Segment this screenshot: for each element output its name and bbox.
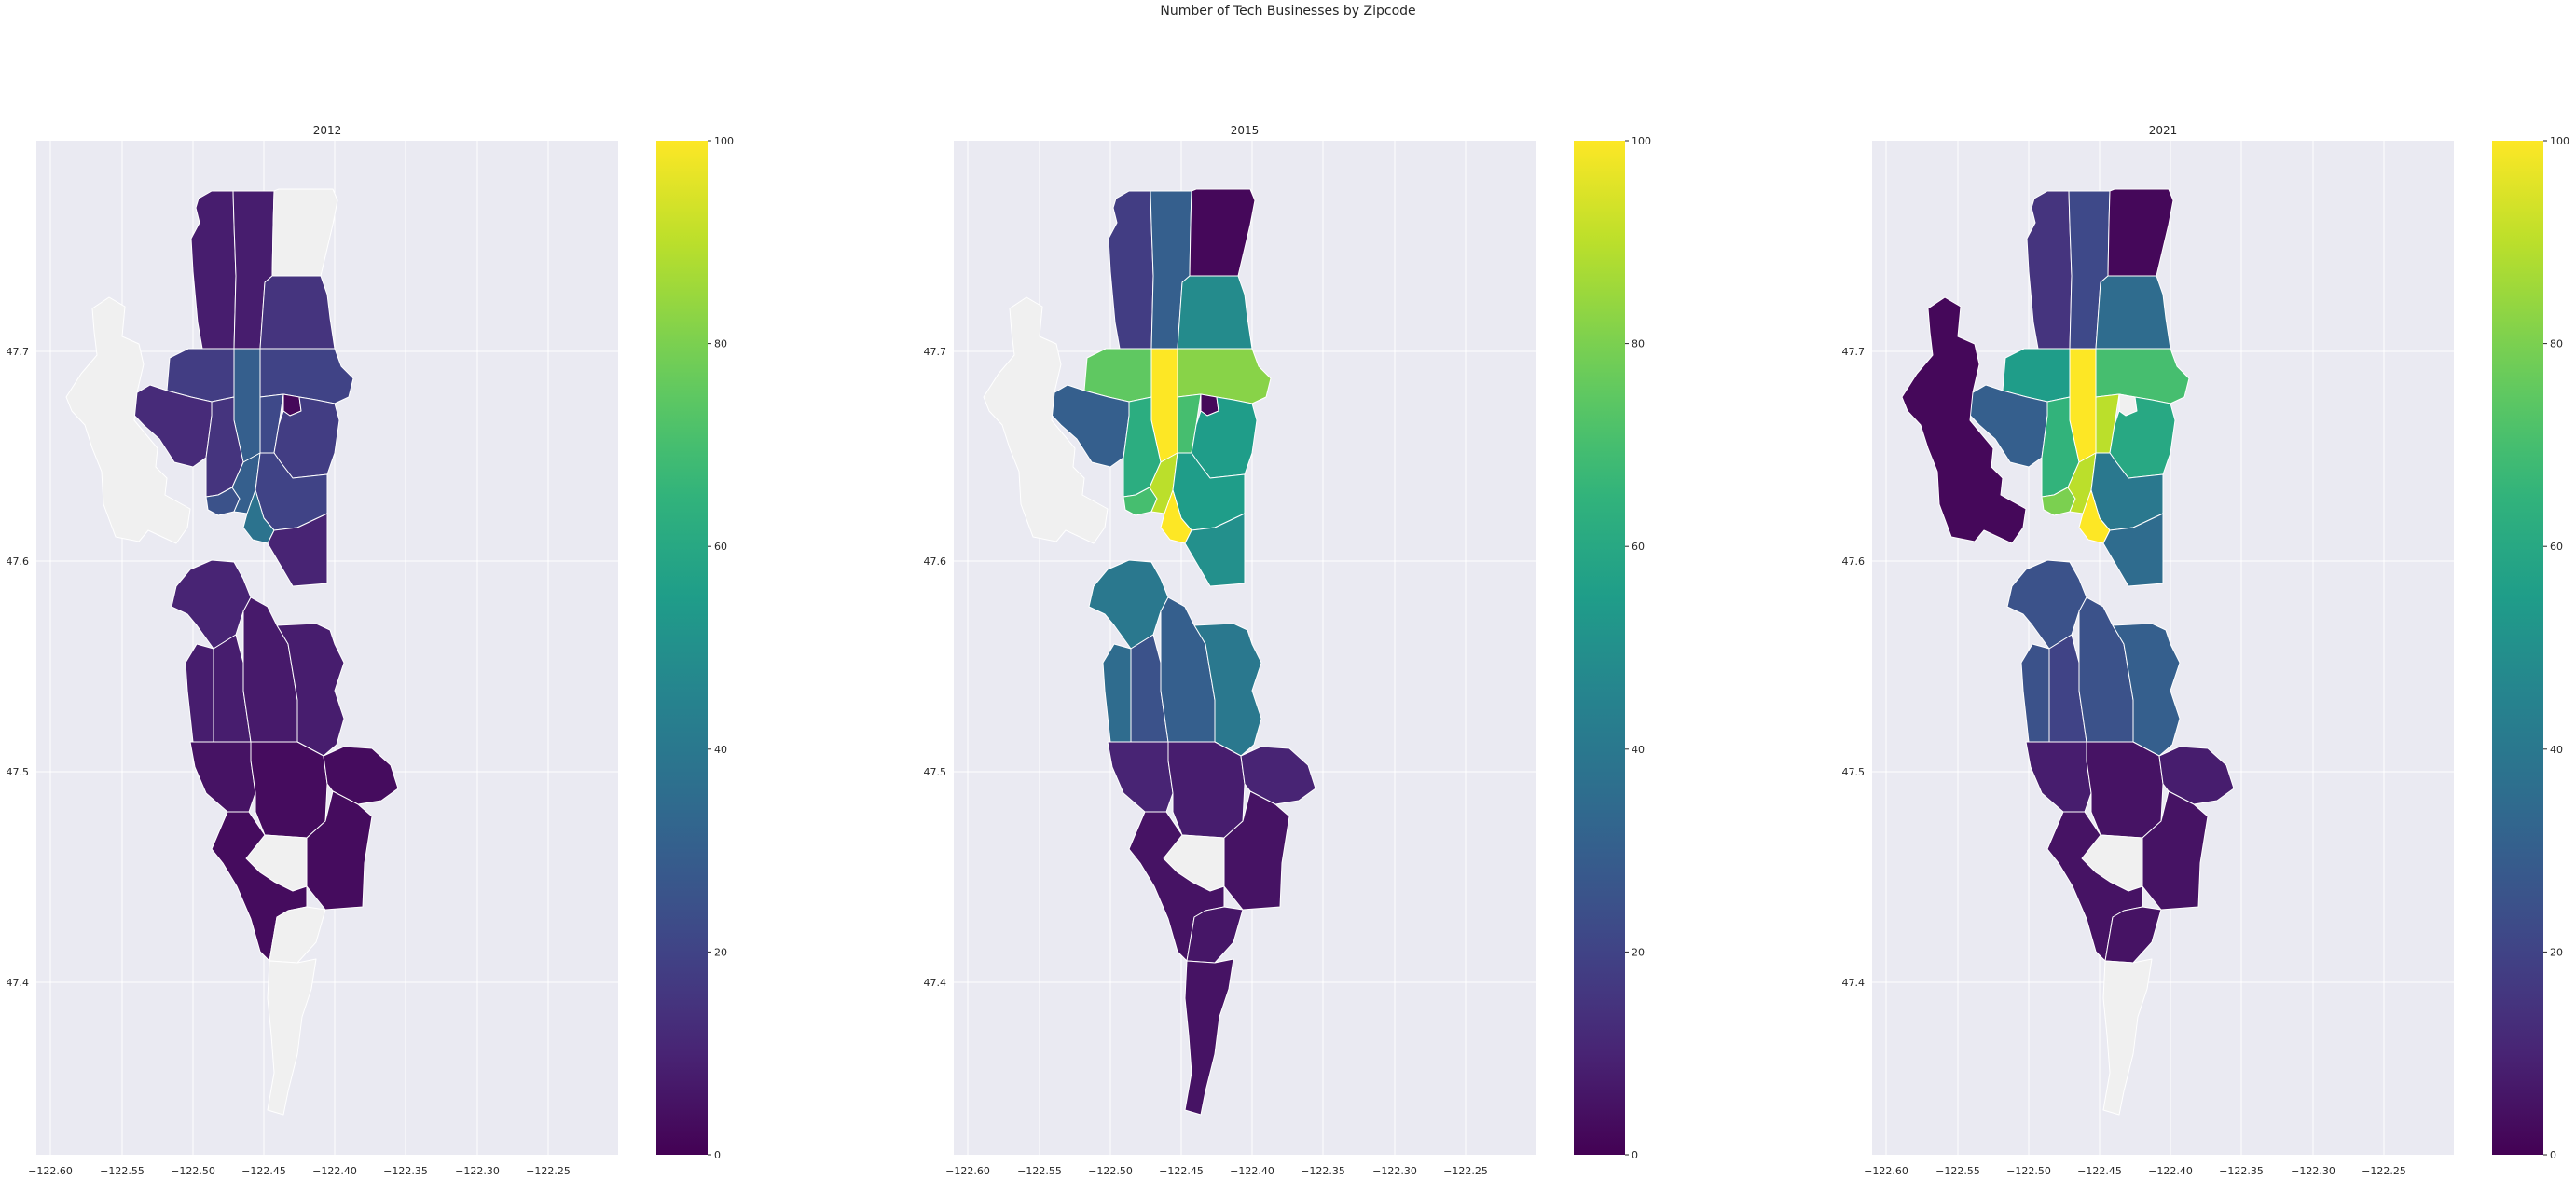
colorbar-tick-label: 20 (2550, 946, 2563, 958)
zipcode-region-ne-upper (1177, 275, 1253, 350)
colorbar-tick-label: 80 (714, 338, 727, 350)
x-tick-label: −122.55 (100, 1165, 145, 1177)
x-tick-label: −122.60 (1864, 1165, 1908, 1177)
x-tick-label: −122.30 (1372, 1165, 1417, 1177)
colorbar-tick-label: 40 (1632, 744, 1645, 756)
x-tick-label: −122.35 (2219, 1165, 2264, 1177)
x-tick-label: −122.40 (1230, 1165, 1274, 1177)
zipcode-region-s-center (2086, 741, 2164, 839)
y-tick-label: 47.7 (924, 346, 947, 358)
colorbar-2012: 0 20 40 60 80 100 (656, 135, 734, 1161)
x-tick-label: −122.30 (2291, 1165, 2335, 1177)
zipcode-region-s-e1 (1240, 746, 1316, 805)
y-tick-label: 47.5 (924, 766, 947, 778)
x-tick-label: −122.45 (2077, 1165, 2122, 1177)
colorbar-tick-label: 100 (1632, 135, 1651, 147)
zipcode-region-north-w (190, 190, 237, 350)
x-tick-label: −122.60 (28, 1165, 73, 1177)
colorbar-2015: 0 20 40 60 80 100 (1574, 135, 1651, 1161)
colorbar-tick-label: 0 (714, 1149, 721, 1161)
x-tick-label: −122.30 (455, 1165, 500, 1177)
zipcode-region-vashon (65, 296, 191, 544)
colorbar-tick-label: 60 (1632, 541, 1645, 553)
y-tick-label: 47.6 (924, 555, 947, 568)
colorbar-2021: 0 20 40 60 80 100 (2492, 135, 2569, 1161)
zipcode-region-south-tail (1184, 958, 1234, 1116)
colorbar-tick-label: 80 (2550, 338, 2563, 350)
panel-title: 2021 (2149, 124, 2178, 137)
colorbar-tick-label: 100 (2550, 135, 2569, 147)
zipcode-region-s-center (250, 741, 328, 839)
zipcode-region-south-tail (267, 958, 317, 1116)
x-tick-label: −122.50 (1088, 1165, 1133, 1177)
zipcode-region-rainier (2112, 623, 2181, 757)
colorbar-tick-label: 40 (714, 744, 727, 756)
zipcode-region-cd (1184, 513, 1246, 587)
zipcode-region-vashon (1901, 296, 2027, 544)
zipcode-region-rainier (1193, 623, 1262, 757)
colorbar-tick-label: 60 (714, 541, 727, 553)
zipcode-region-ne-upper (2095, 275, 2171, 350)
zipcode-region-s-e1 (2158, 746, 2235, 805)
y-tick-label: 47.7 (7, 346, 30, 358)
y-tick-label: 47.4 (7, 977, 30, 989)
zipcode-region-north-w (1108, 190, 1154, 350)
map-panel-2021: 2021 −122.60 −122.55 −122.50 −122.45 −122.40 −… (1842, 124, 2454, 1177)
colorbar-gradient (656, 141, 708, 1155)
x-tick-label: −122.55 (1017, 1165, 1062, 1177)
colorbar-gradient (2492, 141, 2543, 1155)
zipcode-region-north-e (2107, 188, 2174, 277)
colorbar-tick-label: 0 (1632, 1149, 1638, 1161)
zipcode-regions (65, 188, 399, 1116)
zipcode-region-south-tail (2102, 958, 2153, 1116)
colorbar-tick-label: 0 (2550, 1149, 2556, 1161)
y-tick-label: 47.5 (7, 766, 30, 778)
zipcode-region-cd (267, 513, 328, 587)
x-tick-label: −122.25 (526, 1165, 571, 1177)
colorbar-tick-label: 40 (2550, 744, 2563, 756)
zipcode-region-north-w (2026, 190, 2073, 350)
x-tick-label: −122.55 (1935, 1165, 1980, 1177)
x-tick-label: −122.35 (1301, 1165, 1345, 1177)
x-tick-label: −122.45 (241, 1165, 286, 1177)
zipcode-region-ne-upper (259, 275, 336, 350)
x-tick-label: −122.50 (2006, 1165, 2051, 1177)
y-tick-label: 47.4 (1842, 977, 1866, 989)
y-tick-label: 47.4 (924, 977, 947, 989)
x-tick-label: −122.25 (2362, 1165, 2406, 1177)
colorbar-tick-label: 100 (714, 135, 734, 147)
zipcode-region-north-e (271, 188, 338, 277)
map-panel-2012: 2012 −122.60 −122.55 −122.50 −122.45 −122.40 −… (7, 124, 618, 1177)
colorbar-tick-label: 20 (1632, 946, 1645, 958)
zipcode-region-s-e1 (323, 746, 399, 805)
x-tick-label: −122.45 (1159, 1165, 1204, 1177)
x-tick-label: −122.40 (312, 1165, 357, 1177)
colorbar-tick-label: 80 (1632, 338, 1645, 350)
zipcode-regions (1901, 188, 2235, 1116)
panel-title: 2015 (1231, 124, 1260, 137)
panel-title: 2012 (313, 124, 342, 137)
x-tick-label: −122.50 (171, 1165, 215, 1177)
zipcode-regions (983, 188, 1316, 1116)
zipcode-region-north-e (1189, 188, 1256, 277)
x-tick-label: −122.40 (2148, 1165, 2193, 1177)
y-tick-label: 47.6 (7, 555, 30, 568)
colorbar-gradient (1574, 141, 1625, 1155)
y-tick-label: 47.5 (1842, 766, 1866, 778)
y-tick-label: 47.6 (1842, 555, 1866, 568)
x-tick-label: −122.60 (945, 1165, 990, 1177)
y-tick-label: 47.7 (1842, 346, 1866, 358)
colorbar-tick-label: 20 (714, 946, 727, 958)
x-tick-label: −122.35 (383, 1165, 428, 1177)
figure-title: Number of Tech Businesses by Zipcode (1160, 4, 1416, 19)
colorbar-tick-label: 60 (2550, 541, 2563, 553)
map-panel-2015: 2015 −122.60 −122.55 −122.50 −122.45 −122.40 −… (924, 124, 1536, 1177)
zipcode-region-rainier (276, 623, 345, 757)
x-tick-label: −122.25 (1443, 1165, 1488, 1177)
zipcode-region-cd (2102, 513, 2164, 587)
zipcode-region-vashon (983, 296, 1109, 544)
zipcode-region-s-center (1167, 741, 1246, 839)
